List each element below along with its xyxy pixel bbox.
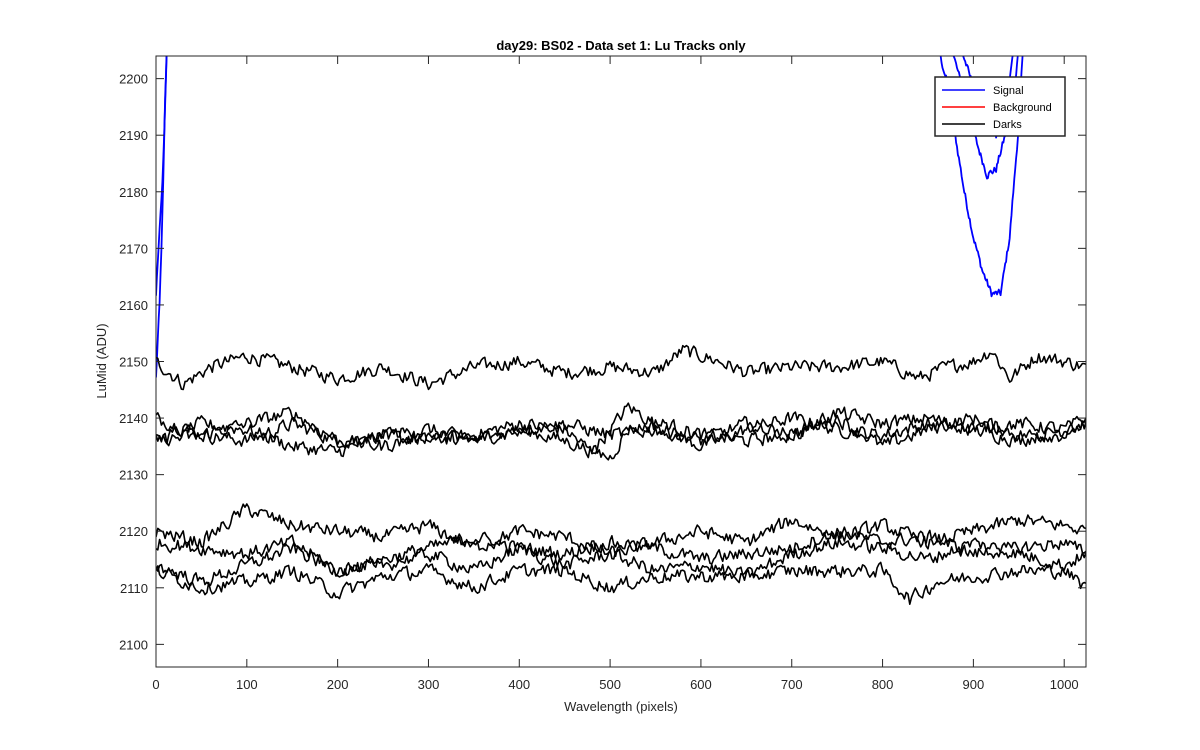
chart-title: day29: BS02 - Data set 1: Lu Tracks only <box>496 38 746 53</box>
x-tick-label: 600 <box>690 677 712 692</box>
darks-series-line-5 <box>156 344 1086 391</box>
x-tick-label: 500 <box>599 677 621 692</box>
axis-ticks: 0 100 200 300 400 500 600 700 800 900 1000 2100 2110… <box>119 56 1086 692</box>
x-tick-label: 700 <box>781 677 803 692</box>
y-tick-label: 2200 <box>119 72 148 87</box>
darks-series-line-8 <box>156 406 1086 453</box>
darks-series-line-7 <box>156 413 1086 461</box>
x-tick-label: 400 <box>508 677 530 692</box>
y-tick-label: 2130 <box>119 468 148 483</box>
legend-label-background: Background <box>993 102 1052 114</box>
x-tick-label: 200 <box>327 677 349 692</box>
y-tick-label: 2180 <box>119 185 148 200</box>
y-tick-label: 2120 <box>119 524 148 539</box>
y-tick-label: 2150 <box>119 355 148 370</box>
y-tick-label: 2140 <box>119 411 148 426</box>
x-tick-label: 900 <box>963 677 985 692</box>
legend-label-darks: Darks <box>993 119 1022 131</box>
darks-series-line-12 <box>156 561 1086 606</box>
y-tick-label: 2100 <box>119 637 148 652</box>
signal-series-line-1 <box>156 56 168 296</box>
y-tick-label: 2160 <box>119 298 148 313</box>
x-tick-label: 1000 <box>1050 677 1079 692</box>
y-tick-label: 2190 <box>119 128 148 143</box>
x-tick-label: 0 <box>152 677 159 692</box>
y-tick-label: 2170 <box>119 241 148 256</box>
y-tick-label: 2110 <box>120 581 148 596</box>
x-axis-label: Wavelength (pixels) <box>564 699 678 714</box>
legend-label-signal: Signal <box>993 85 1024 97</box>
y-axis-label: LuMid (ADU) <box>94 323 109 398</box>
darks-series-line-11 <box>156 537 1086 587</box>
darks-series-line-10 <box>156 526 1086 577</box>
x-tick-label: 100 <box>236 677 258 692</box>
x-tick-label: 300 <box>418 677 440 692</box>
legend: Signal Background Darks <box>934 76 1066 137</box>
x-tick-label: 800 <box>872 677 894 692</box>
